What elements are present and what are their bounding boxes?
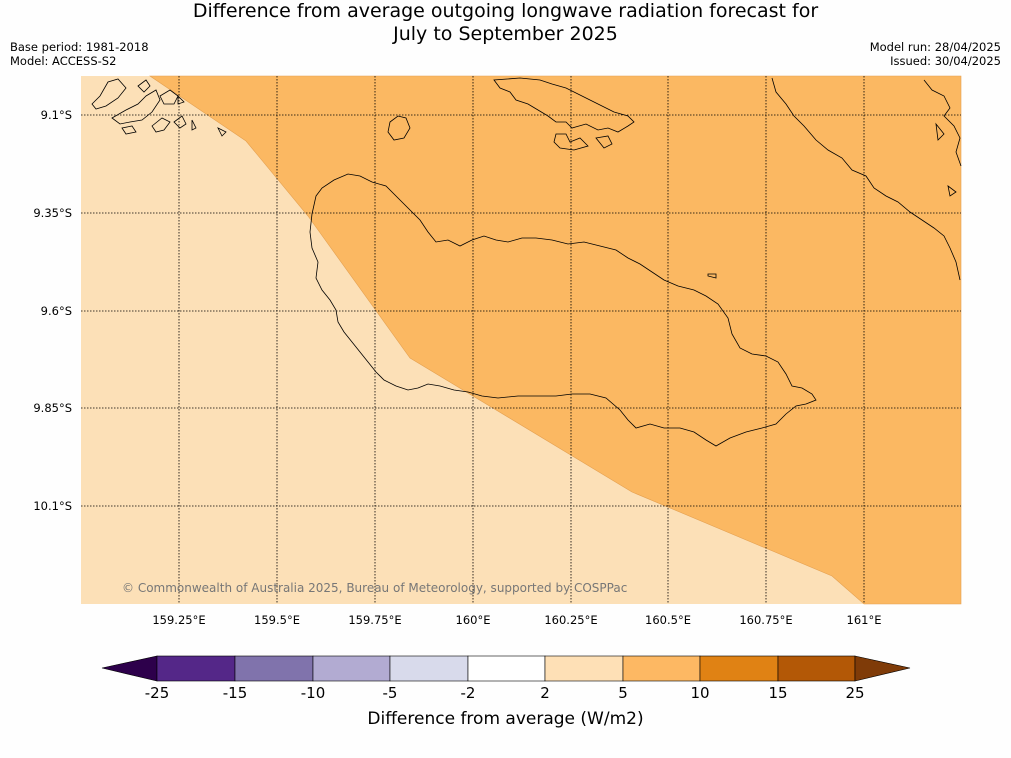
colorbar-tick-label: 2 — [540, 684, 550, 702]
colorbar-segment-7 — [622, 655, 701, 682]
colorbar-segment-4 — [389, 655, 469, 682]
colorbar-segment-8 — [699, 655, 779, 682]
lon-label-5: 160.5°E — [645, 613, 691, 627]
colorbar-tick-label: -15 — [222, 684, 248, 702]
meta-left: Base period: 1981-2018 Model: ACCESS-S2 — [10, 40, 149, 68]
lat-label-2: 9.6°S — [41, 304, 72, 318]
colorbar-extend-low — [101, 655, 158, 682]
coastlines — [91, 77, 962, 447]
colorbar-tick-label: -25 — [144, 684, 170, 702]
colorbar-tick-label: 5 — [618, 684, 628, 702]
colorbar — [101, 655, 911, 682]
colorbar-tick-label: -10 — [300, 684, 326, 702]
lon-label-2: 159.75°E — [348, 613, 401, 627]
model-name: Model: ACCESS-S2 — [10, 54, 117, 68]
lon-label-6: 160.75°E — [739, 613, 792, 627]
colorbar-segment-1 — [156, 655, 236, 682]
colorbar-tick-label: -2 — [460, 684, 476, 702]
copyright-notice: © Commonwealth of Australia 2025, Bureau… — [122, 581, 627, 595]
colorbar-segment-3 — [312, 655, 391, 682]
colorbar-segment-6 — [544, 655, 624, 682]
title-line-1: Difference from average outgoing longwav… — [192, 0, 819, 22]
colorbar-tick-label: 15 — [768, 684, 788, 702]
colorbar-segment-9 — [777, 655, 856, 682]
lat-label-3: 9.85°S — [33, 401, 72, 415]
colorbar-segment-2 — [234, 655, 314, 682]
lat-label-4: 10.1°S — [33, 499, 72, 513]
model-run: Model run: 28/04/2025 — [869, 40, 1001, 54]
lat-label-1: 9.35°S — [33, 206, 72, 220]
colorbar-tick-label: 10 — [690, 684, 710, 702]
figure-title: Difference from average outgoing longwav… — [0, 0, 1011, 46]
meta-right: Model run: 28/04/2025 Issued: 30/04/2025 — [870, 40, 1001, 68]
lat-label-0: 9.1°S — [41, 108, 72, 122]
issued-date: Issued: 30/04/2025 — [890, 54, 1001, 68]
colorbar-title: Difference from average (W/m2) — [367, 709, 644, 729]
colorbar-tick-label: -5 — [382, 684, 398, 702]
lon-label-0: 159.25°E — [152, 613, 205, 627]
lon-label-7: 161°E — [847, 613, 882, 627]
lon-label-1: 159.5°E — [254, 613, 300, 627]
colorbar-extend-high — [854, 655, 911, 682]
colorbar-tick-label: 25 — [845, 684, 865, 702]
base-period: Base period: 1981-2018 — [10, 40, 149, 54]
colorbar-segment-5 — [467, 655, 546, 682]
title-line-2: July to September 2025 — [393, 23, 618, 45]
lon-label-3: 160°E — [456, 613, 491, 627]
graticule — [81, 76, 961, 604]
lon-label-4: 160.25°E — [544, 613, 597, 627]
